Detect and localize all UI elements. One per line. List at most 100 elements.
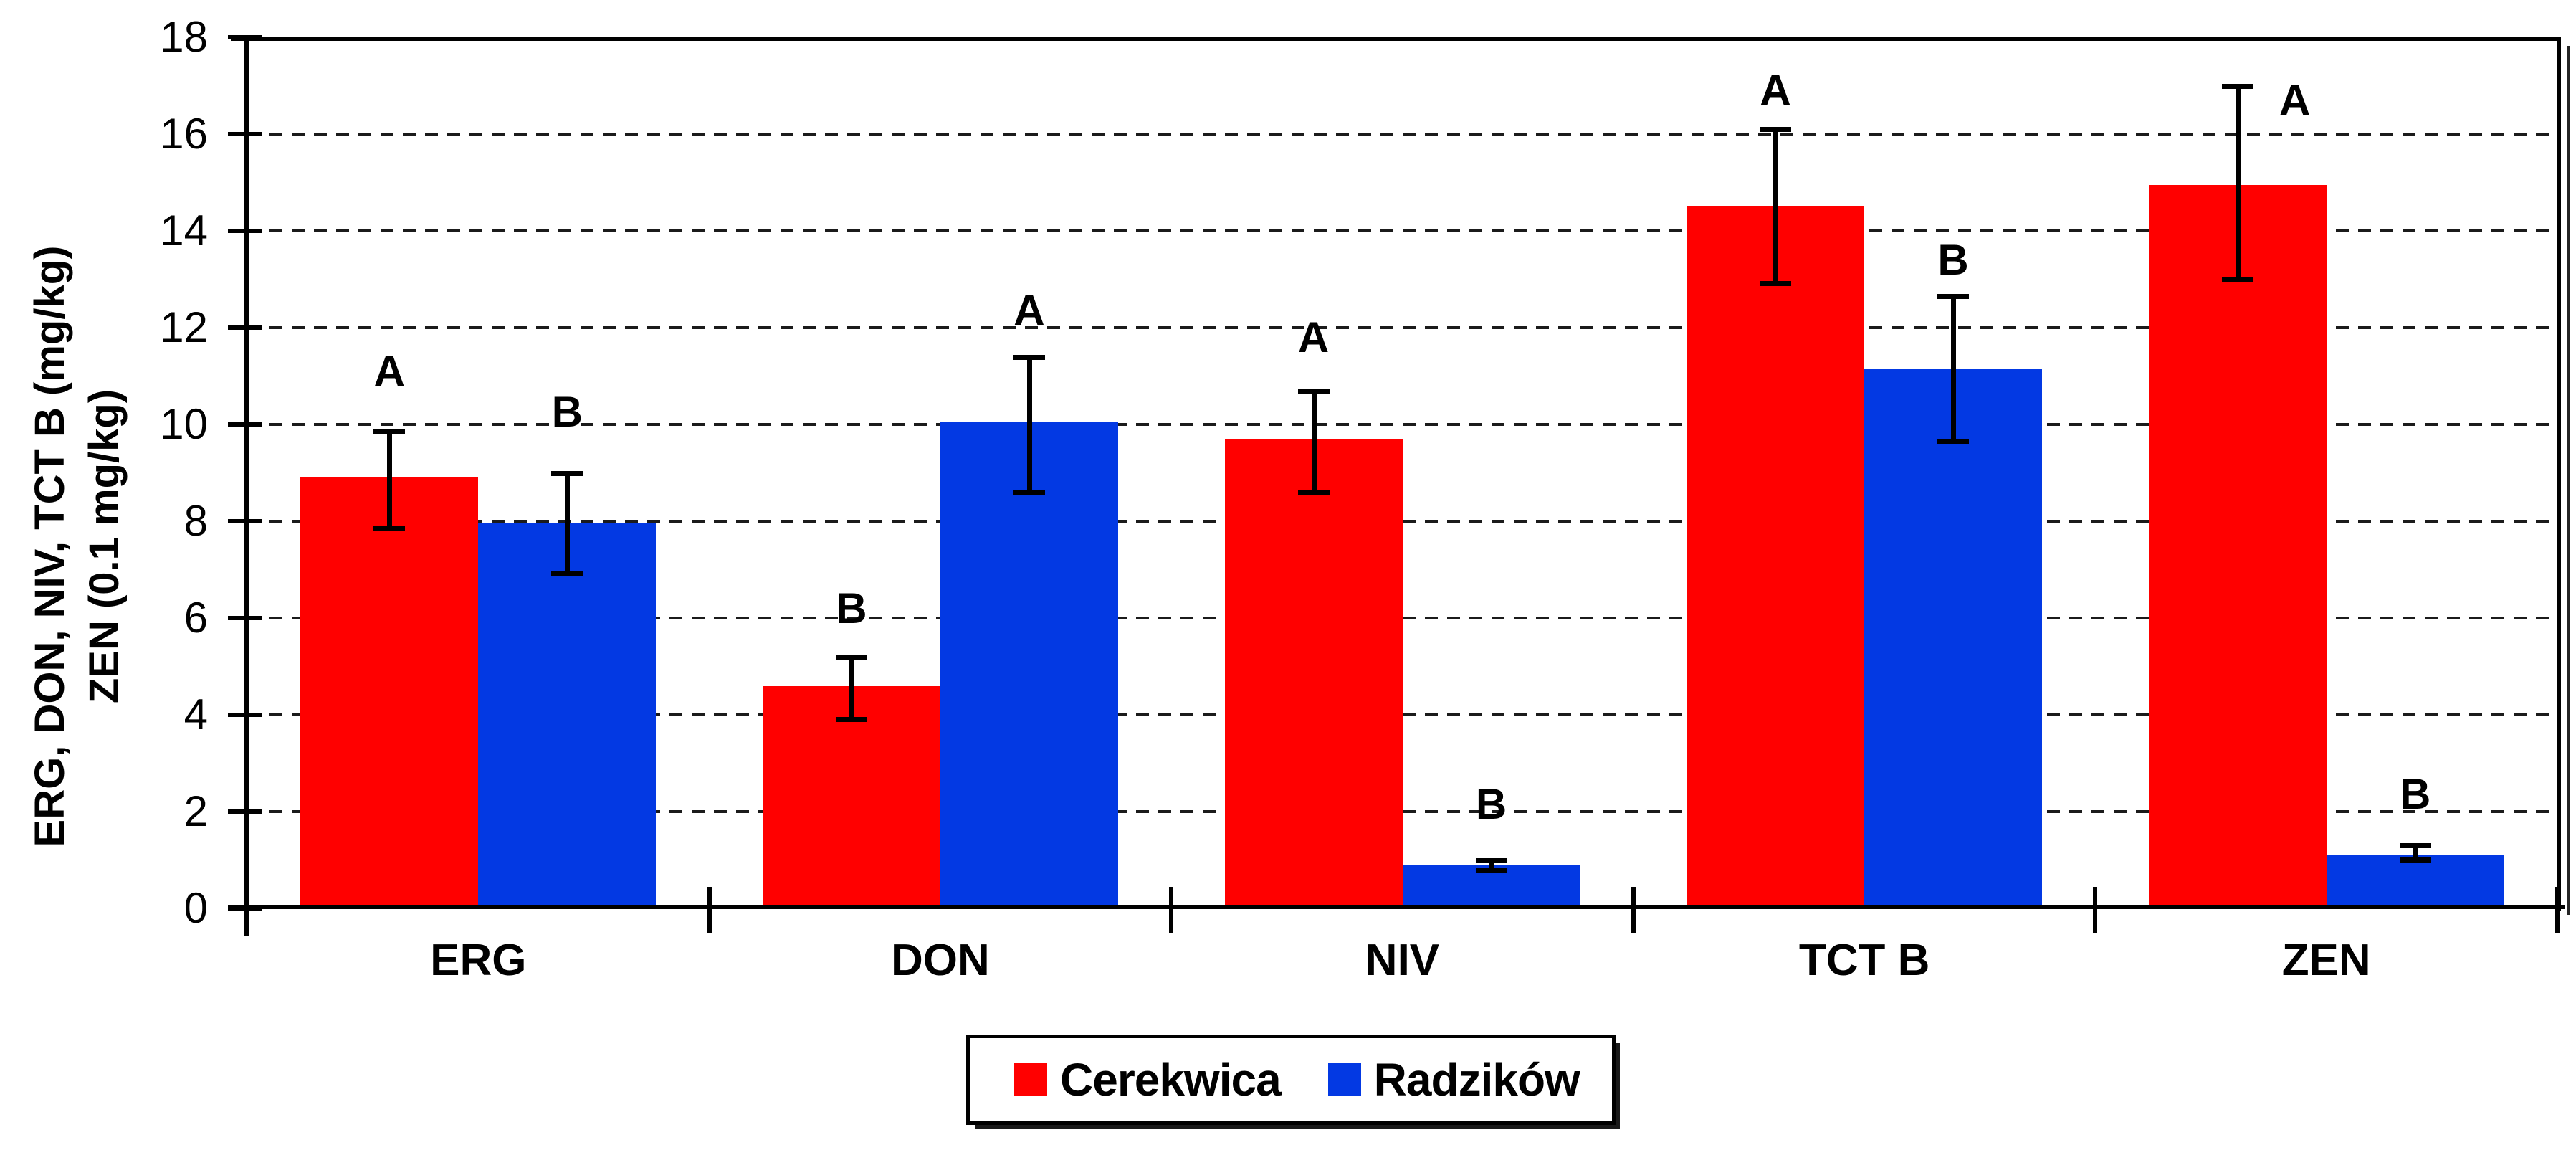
legend-label-cerekwica: Cerekwica — [1060, 1054, 1282, 1106]
gridline-y14 — [247, 229, 2557, 232]
gridline-y6 — [247, 617, 2557, 619]
significance-letter-cerekwica-tct-b: A — [1760, 66, 1791, 115]
legend: Cerekwica Radzików — [966, 1035, 1616, 1125]
bar-radzikow-zen — [2326, 855, 2504, 908]
y-tick-label-16: 16 — [160, 110, 208, 158]
error-cap-top-cerekwica-erg — [373, 429, 406, 435]
y-axis-line — [244, 37, 249, 936]
error-cap-top-radzikow-erg — [551, 470, 583, 476]
y-tick-label-14: 14 — [160, 206, 208, 255]
x-tick-2 — [1169, 887, 1174, 933]
bar-radzikow-erg — [478, 523, 657, 908]
gridline-y2 — [247, 810, 2557, 813]
significance-letter-cerekwica-erg: A — [373, 346, 405, 395]
y-tick-14 — [228, 229, 262, 233]
legend-swatch-radzikow — [1327, 1063, 1361, 1096]
bar-cerekwica-niv — [1224, 439, 1403, 908]
x-tick-0 — [245, 887, 249, 933]
error-cap-top-radzikow-don — [1013, 354, 1045, 360]
y-tick-label-10: 10 — [160, 400, 208, 448]
error-cap-top-radzikow-zen — [2399, 843, 2431, 849]
x-tick-3 — [1631, 887, 1636, 933]
gridline-y16 — [247, 133, 2557, 136]
y-tick-label-0: 0 — [183, 884, 208, 932]
error-bar-radzikow-don — [1026, 356, 1032, 493]
error-cap-top-radzikow-tct-b — [1937, 294, 1970, 300]
y-tick-label-8: 8 — [183, 497, 208, 545]
legend-item-radzikow: Radzików — [1327, 1054, 1580, 1106]
x-category-label-don: DON — [891, 936, 990, 985]
gridline-y12 — [247, 326, 2557, 329]
x-tick-5 — [2555, 887, 2560, 933]
y-tick-label-4: 4 — [183, 690, 208, 738]
significance-letter-radzikow-tct-b: B — [1937, 235, 1969, 284]
error-cap-bottom-cerekwica-niv — [1297, 489, 1330, 495]
error-bar-cerekwica-tct-b — [1773, 129, 1779, 285]
y-tick-18 — [228, 35, 262, 39]
error-cap-bottom-cerekwica-zen — [2221, 276, 2253, 282]
error-bar-cerekwica-don — [849, 657, 854, 720]
error-bar-radzikow-zen — [2413, 845, 2418, 860]
error-cap-bottom-cerekwica-erg — [373, 526, 406, 531]
error-bar-cerekwica-niv — [1311, 390, 1317, 493]
error-cap-bottom-radzikow-don — [1013, 489, 1045, 495]
plot-right-border — [2557, 37, 2561, 911]
bar-radzikow-don — [940, 422, 1118, 908]
y-tick-label-2: 2 — [183, 787, 208, 835]
error-cap-bottom-radzikow-tct-b — [1937, 438, 1970, 444]
error-cap-top-cerekwica-don — [835, 655, 867, 660]
x-category-label-niv: NIV — [1365, 936, 1440, 985]
y-tick-label-6: 6 — [183, 594, 208, 642]
y-tick-4 — [228, 713, 262, 717]
significance-letter-radzikow-zen: B — [2400, 770, 2431, 819]
significance-letter-radzikow-don: A — [1013, 286, 1045, 335]
significance-letter-radzikow-niv: B — [1475, 779, 1507, 828]
y-tick-6 — [228, 616, 262, 620]
significance-letter-cerekwica-niv: A — [1297, 313, 1330, 361]
significance-letter-cerekwica-zen: A — [2279, 75, 2311, 124]
bar-cerekwica-erg — [300, 477, 479, 908]
bar-cerekwica-don — [762, 685, 940, 908]
bar-cerekwica-zen — [2148, 184, 2327, 908]
error-cap-top-cerekwica-niv — [1297, 388, 1330, 394]
y-tick-8 — [228, 519, 262, 523]
y-tick-10 — [228, 422, 262, 427]
error-cap-bottom-radzikow-erg — [551, 571, 583, 577]
bar-cerekwica-tct-b — [1687, 206, 1865, 908]
y-tick-12 — [228, 325, 262, 330]
significance-letter-cerekwica-don: B — [836, 584, 867, 632]
error-bar-radzikow-tct-b — [1951, 296, 1957, 442]
y-tick-2 — [228, 809, 262, 814]
y-tick-label-12: 12 — [160, 303, 208, 351]
x-tick-1 — [707, 887, 712, 933]
y-tick-16 — [228, 132, 262, 136]
error-bar-cerekwica-erg — [387, 432, 393, 529]
error-bar-radzikow-erg — [565, 472, 571, 575]
legend-item-cerekwica: Cerekwica — [1014, 1054, 1282, 1106]
error-cap-top-radzikow-niv — [1475, 857, 1507, 863]
y-tick-label-18: 18 — [160, 13, 208, 61]
error-cap-top-cerekwica-zen — [2221, 83, 2253, 89]
x-category-label-tct-b: TCT B — [1798, 936, 1930, 985]
gridline-y10 — [247, 423, 2557, 426]
x-axis-line — [228, 905, 2565, 909]
y-axis-title-line1: ERG, DON, NIV, TCT B (mg/kg) — [27, 245, 73, 847]
plot-right-shadow — [2567, 46, 2570, 915]
error-cap-top-cerekwica-tct-b — [1760, 127, 1792, 133]
legend-label-radzikow: Radzików — [1373, 1054, 1580, 1106]
significance-letter-radzikow-erg: B — [551, 388, 583, 437]
x-category-label-erg: ERG — [430, 936, 527, 985]
plot-top-border — [231, 37, 2561, 41]
error-bar-cerekwica-zen — [2235, 85, 2241, 280]
error-cap-bottom-radzikow-niv — [1475, 868, 1507, 873]
error-bar-radzikow-niv — [1489, 860, 1494, 871]
x-tick-4 — [2093, 887, 2098, 933]
bar-radzikow-tct-b — [1864, 369, 2043, 908]
error-cap-bottom-radzikow-zen — [2399, 857, 2431, 862]
error-cap-bottom-cerekwica-tct-b — [1760, 281, 1792, 287]
x-category-label-zen: ZEN — [2281, 936, 2371, 985]
legend-swatch-cerekwica — [1014, 1063, 1047, 1096]
gridline-y4 — [247, 713, 2557, 716]
error-cap-bottom-cerekwica-don — [835, 716, 867, 722]
